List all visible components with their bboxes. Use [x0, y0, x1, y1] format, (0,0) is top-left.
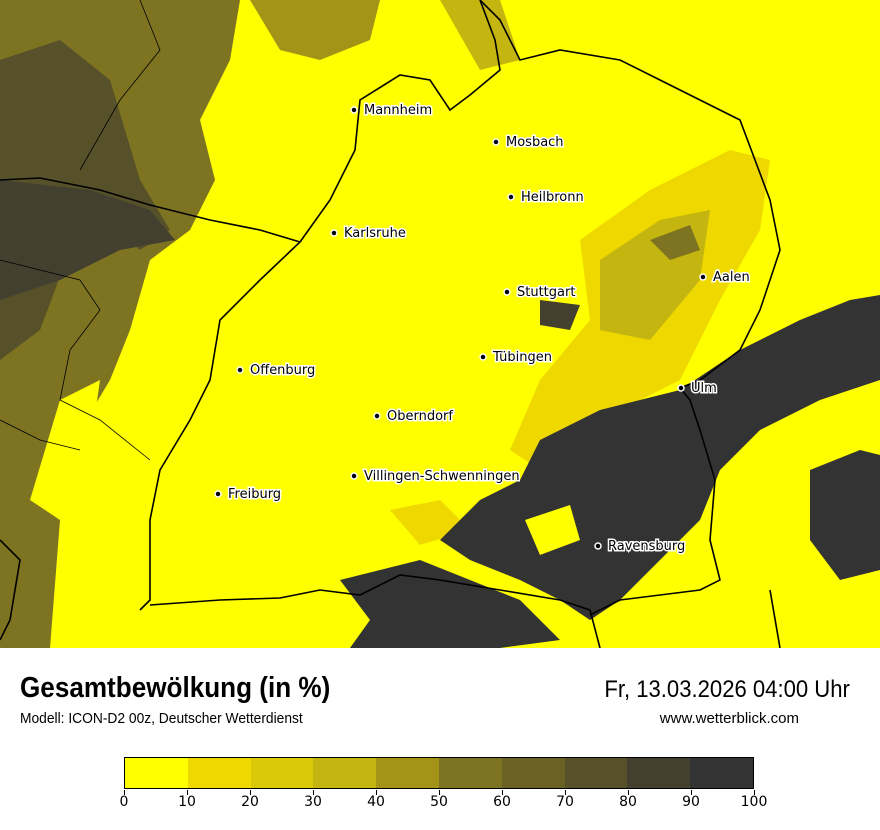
- city-dot: [236, 366, 244, 374]
- cloud-area: [440, 0, 520, 70]
- legend-tick: [754, 790, 755, 795]
- cloud-cover-map: Mannheim Mosbach Heilbronn Karlsruhe Aalen St…: [0, 0, 880, 648]
- city-label: Karlsruhe: [344, 226, 406, 241]
- city-dot: [507, 193, 515, 201]
- city-label: Heilbronn: [521, 190, 584, 205]
- city-label: Aalen: [713, 270, 750, 285]
- city-label: Ravensburg: [608, 539, 685, 554]
- cloud-area: [0, 180, 175, 300]
- legend-tick-label: 40: [367, 794, 385, 810]
- city-ulm: Ulm: [677, 380, 718, 398]
- legend-tick-label: 30: [304, 794, 322, 810]
- legend-swatch: [250, 758, 314, 788]
- legend-swatch: [501, 758, 565, 788]
- legend-tick-label: 80: [619, 794, 637, 810]
- legend-tick: [187, 790, 188, 795]
- city-label: Mosbach: [506, 135, 564, 150]
- legend-tick-label: 50: [430, 794, 448, 810]
- city-dot: [677, 384, 685, 392]
- city-mosbach: Mosbach: [492, 134, 565, 152]
- legend-tick-label: 100: [740, 794, 768, 810]
- cloud-area: [525, 505, 580, 555]
- city-tübingen: Tübingen: [479, 349, 554, 367]
- city-karlsruhe: Karlsruhe: [330, 225, 407, 243]
- legend-swatch: [313, 758, 377, 788]
- legend-tick-label: 10: [178, 794, 196, 810]
- country-borders: [0, 0, 781, 648]
- legend-tick-label: 0: [119, 794, 129, 810]
- city-ravensburg: Ravensburg: [594, 538, 687, 556]
- legend-tick: [313, 790, 314, 795]
- city-label: Villingen-Schwenningen: [364, 469, 520, 484]
- cloud-area: [340, 560, 560, 648]
- city-villingen-schwenningen: Villingen-Schwenningen: [350, 468, 521, 486]
- legend-swatch: [125, 758, 188, 788]
- cloud-area: [30, 380, 100, 520]
- legend-tick: [124, 790, 125, 795]
- city-label: Ulm: [691, 381, 717, 396]
- legend-tick: [565, 790, 566, 795]
- city-dot: [373, 412, 381, 420]
- legend-swatch: [564, 758, 628, 788]
- legend-tick-label: 60: [493, 794, 511, 810]
- region-borders: [0, 0, 161, 461]
- color-legend: [124, 757, 754, 789]
- city-dot: [214, 490, 222, 498]
- city-label: Mannheim: [364, 103, 432, 118]
- cloud-area: [650, 225, 700, 260]
- city-stuttgart: Stuttgart: [503, 284, 577, 302]
- city-dot: [350, 472, 358, 480]
- cloud-area: [250, 0, 380, 60]
- website-link[interactable]: www.wetterblick.com: [659, 710, 799, 727]
- city-mannheim: Mannheim: [350, 102, 434, 120]
- legend-tick: [439, 790, 440, 795]
- city-label: Stuttgart: [517, 285, 575, 300]
- city-dot: [492, 138, 500, 146]
- legend-tick-label: 70: [556, 794, 574, 810]
- city-markers: Mannheim Mosbach Heilbronn Karlsruhe Aalen St…: [214, 102, 751, 556]
- legend-swatch: [690, 758, 753, 788]
- legend-tick: [250, 790, 251, 795]
- legend-tick-label: 90: [682, 794, 700, 810]
- city-dot: [503, 288, 511, 296]
- cloud-area: [540, 300, 580, 330]
- map-title: Gesamtbewölkung (in %): [20, 672, 331, 704]
- city-label: Offenburg: [250, 363, 315, 378]
- city-label: Tübingen: [492, 350, 552, 365]
- city-oberndorf: Oberndorf: [373, 408, 455, 426]
- legend-ticks: 0 10 20 30 40 50 60 70 80 90 100: [120, 790, 767, 820]
- city-dot: [699, 273, 707, 281]
- city-aalen: Aalen: [699, 269, 751, 287]
- city-offenburg: Offenburg: [236, 362, 317, 380]
- legend-swatch: [376, 758, 439, 788]
- legend-swatch: [187, 758, 251, 788]
- legend-tick: [502, 790, 503, 795]
- city-freiburg: Freiburg: [214, 486, 283, 504]
- legend-tick-label: 20: [241, 794, 259, 810]
- cloud-area: [810, 450, 880, 580]
- legend-swatch: [627, 758, 691, 788]
- city-dot: [350, 106, 358, 114]
- model-source: Modell: ICON-D2 00z, Deutscher Wetterdie…: [20, 710, 303, 727]
- city-dot: [594, 542, 602, 550]
- city-dot: [479, 353, 487, 361]
- forecast-datetime: Fr, 13.03.2026 04:00 Uhr: [604, 676, 850, 703]
- legend-swatch: [438, 758, 502, 788]
- city-label: Oberndorf: [387, 409, 453, 424]
- city-label: Freiburg: [228, 487, 281, 502]
- city-dot: [330, 229, 338, 237]
- legend-tick: [376, 790, 377, 795]
- legend-tick: [691, 790, 692, 795]
- city-heilbronn: Heilbronn: [507, 189, 585, 207]
- legend-tick: [628, 790, 629, 795]
